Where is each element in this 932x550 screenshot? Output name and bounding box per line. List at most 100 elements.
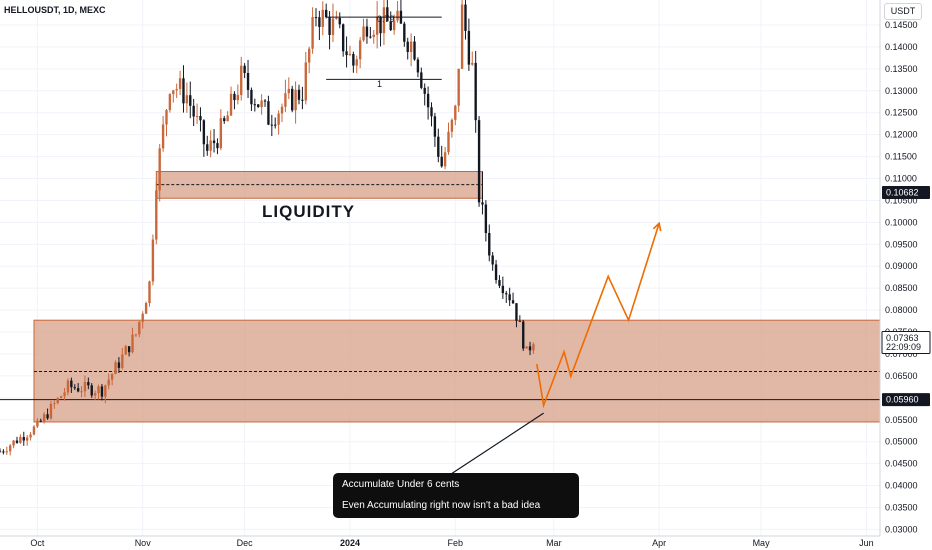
candle-body — [246, 73, 250, 90]
price-tick-label: 0.03500 — [885, 502, 918, 512]
candle-body — [165, 110, 168, 125]
time-axis[interactable]: Oct Nov Dec 2024 Feb Mar Apr May Jun — [0, 535, 880, 548]
candle-body — [76, 388, 80, 392]
price-tick-label: 0.13500 — [885, 64, 918, 74]
candle-body — [291, 88, 294, 111]
time-tick-label: Nov — [135, 538, 152, 548]
candle-body — [22, 437, 25, 441]
price-axis-background — [880, 0, 932, 550]
candle-body — [382, 7, 386, 34]
last-price-badge: 0.07363 — [886, 333, 919, 343]
candles — [0, 0, 535, 456]
candle-body — [141, 313, 144, 322]
candle-body — [481, 202, 484, 205]
candle-body — [178, 78, 182, 90]
support-price-badge-background — [882, 393, 930, 407]
candle-body — [331, 18, 335, 35]
candle-body — [375, 16, 379, 35]
price-tick-label: 0.05000 — [885, 437, 918, 447]
candle-body — [515, 303, 518, 321]
candle-body — [437, 136, 440, 157]
candle-body — [199, 115, 202, 121]
candle-body — [525, 346, 528, 349]
price-axis[interactable]: 0.14500 0.14000 0.13500 0.13000 0.12500 0.120… — [879, 0, 932, 550]
candle-body — [362, 26, 365, 41]
candle-body — [253, 104, 257, 106]
candle-body — [389, 21, 392, 31]
candle-body — [185, 95, 189, 104]
candle-body — [0, 451, 2, 453]
candle-body — [386, 7, 389, 22]
candle-body — [144, 303, 148, 314]
candle-body — [528, 346, 532, 351]
price-tick-label: 0.14000 — [885, 42, 918, 52]
candle-body — [311, 17, 314, 49]
price-tick-label: 0.14500 — [885, 20, 918, 30]
candle-body — [314, 17, 318, 19]
price-tick-label: 0.08500 — [885, 283, 918, 293]
candle-body — [413, 41, 416, 60]
candle-body — [335, 17, 338, 19]
candle-body — [124, 346, 127, 355]
candle-body — [158, 148, 161, 191]
candle-body — [250, 89, 253, 105]
candle-body — [321, 9, 324, 27]
candle-body — [450, 119, 454, 132]
price-tick-label: 0.09500 — [885, 239, 918, 249]
time-tick-label: Oct — [30, 538, 45, 548]
candle-body — [287, 88, 290, 94]
candle-body — [454, 105, 457, 120]
candle-body — [274, 124, 277, 126]
candle-body — [358, 40, 362, 60]
candle-body — [161, 124, 165, 149]
candle-body — [97, 386, 100, 394]
candle-body — [501, 285, 505, 294]
candle-body — [32, 426, 36, 435]
candle-body — [107, 379, 110, 386]
overlays — [326, 16, 662, 477]
candle-body — [518, 320, 522, 322]
candle-body — [430, 107, 433, 117]
candle-body — [80, 391, 83, 393]
candle-body — [440, 156, 443, 167]
candle-body — [12, 440, 15, 446]
price-tick-label: 0.12000 — [885, 130, 918, 140]
callout-pointer — [447, 412, 544, 477]
candle-body — [53, 403, 56, 405]
candle-body — [477, 120, 481, 203]
time-tick-label: Apr — [652, 538, 666, 548]
candle-body — [474, 62, 477, 121]
candle-body — [494, 264, 498, 281]
candle-body — [46, 414, 49, 419]
support-price-badge: 0.05960 — [886, 395, 919, 405]
candle-body — [426, 93, 430, 108]
candle-body — [212, 140, 216, 144]
price-tick-label: 0.09000 — [885, 261, 918, 271]
candle-body — [127, 346, 131, 353]
candle-body — [2, 451, 5, 453]
candle-body — [447, 131, 450, 153]
candle-body — [131, 334, 134, 353]
candle-body — [392, 20, 396, 31]
projection-path — [536, 223, 660, 409]
candle-body — [25, 437, 29, 441]
candle-body — [229, 93, 233, 116]
candle-body — [369, 36, 372, 38]
candle-body — [416, 59, 420, 73]
currency-selector[interactable]: USDT — [884, 3, 922, 20]
candle-body — [464, 4, 467, 31]
candle-body — [498, 280, 501, 286]
price-tick-label: 0.10000 — [885, 217, 918, 227]
candle-body — [233, 93, 236, 101]
candle-body — [219, 118, 223, 149]
candle-body — [460, 4, 464, 69]
candle-body — [403, 23, 406, 42]
candle-body — [73, 387, 76, 389]
fib-label-079: 0.79 — [377, 14, 395, 24]
last-price-badge-background — [881, 331, 931, 355]
candle-body — [5, 451, 8, 453]
candle-body — [522, 321, 525, 349]
candle-body — [19, 437, 22, 443]
callout-line-2: Even Accumulating right now isn't a bad … — [342, 500, 541, 511]
